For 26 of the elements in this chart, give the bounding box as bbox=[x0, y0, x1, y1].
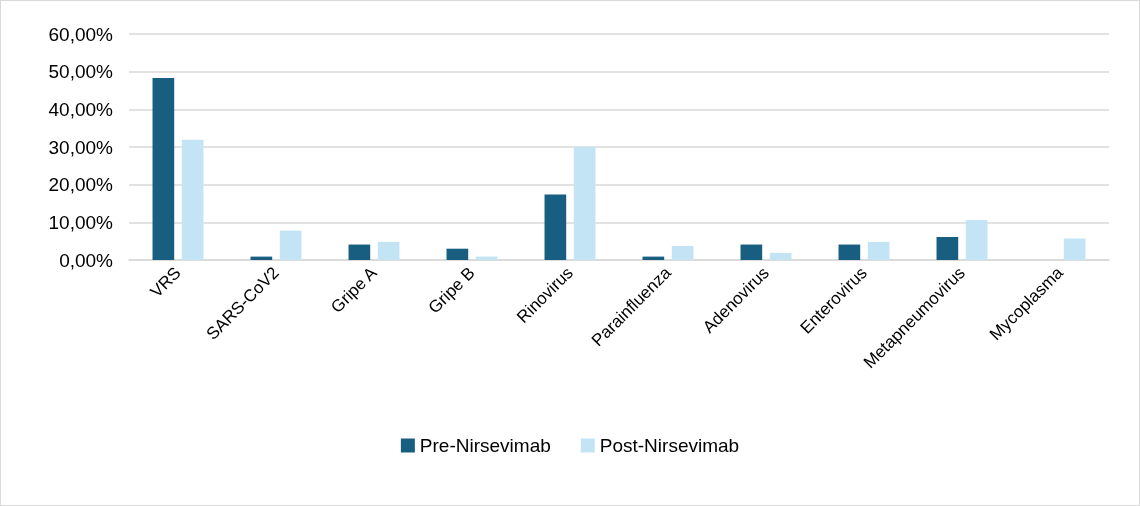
y-tick-label: 30,00% bbox=[48, 136, 114, 158]
bar bbox=[740, 244, 763, 260]
bar bbox=[348, 244, 371, 260]
bar bbox=[279, 230, 302, 260]
y-tick-label: 40,00% bbox=[48, 98, 114, 120]
legend-label: Pre-Nirsevimab bbox=[419, 435, 551, 456]
bar bbox=[838, 244, 861, 260]
y-tick-label: 50,00% bbox=[48, 61, 114, 83]
y-tick-label: 60,00% bbox=[48, 23, 114, 45]
x-tick-label: VRS bbox=[146, 263, 185, 302]
legend-label: Post-Nirsevimab bbox=[599, 435, 740, 456]
bar bbox=[544, 194, 567, 260]
y-tick-label: 10,00% bbox=[48, 211, 114, 233]
bar bbox=[965, 220, 988, 260]
y-tick-label: 20,00% bbox=[48, 174, 114, 196]
bar bbox=[573, 147, 596, 260]
bar bbox=[446, 248, 469, 260]
bar bbox=[936, 237, 959, 260]
bar bbox=[769, 252, 792, 260]
bar bbox=[867, 241, 890, 260]
bar bbox=[181, 139, 204, 260]
bar bbox=[1063, 238, 1086, 260]
y-tick-label: 0,00% bbox=[59, 249, 114, 271]
bar bbox=[377, 241, 400, 260]
bar bbox=[152, 78, 175, 260]
bar bbox=[671, 246, 694, 260]
